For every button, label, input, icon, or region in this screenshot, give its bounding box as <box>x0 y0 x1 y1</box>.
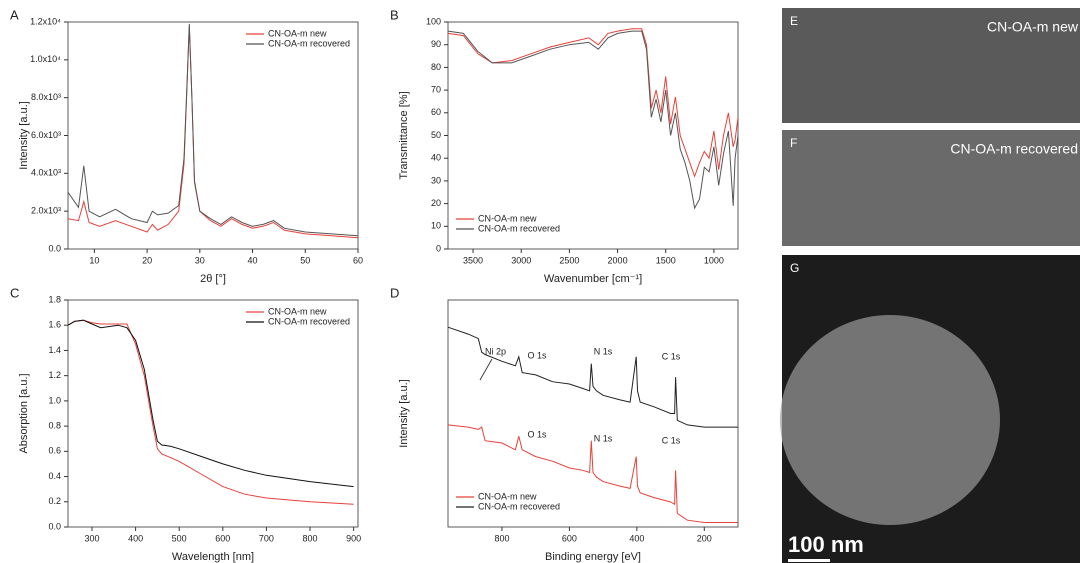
y-tick-label: 0.0 <box>48 521 61 531</box>
image-label: E <box>790 14 798 28</box>
data-line <box>448 29 738 177</box>
y-tick-label: 80 <box>431 62 441 72</box>
y-tick-label: 8.0x10³ <box>31 92 61 102</box>
x-tick-label: 300 <box>84 533 99 543</box>
y-tick-label: 90 <box>431 39 441 49</box>
x-tick-label: 10 <box>89 255 99 265</box>
x-tick-label: 200 <box>697 533 712 543</box>
particle-cloud <box>780 315 1000 525</box>
image-label: F <box>790 136 797 150</box>
annotation: N 1s <box>594 433 613 443</box>
legend-label: CN-OA-m recovered <box>268 38 350 48</box>
x-tick-label: 2000 <box>608 255 628 265</box>
y-axis-label: Absorption [a.u.] <box>18 373 30 453</box>
y-tick-label: 1.2x10⁴ <box>30 16 61 26</box>
y-tick-label: 50 <box>431 130 441 140</box>
x-tick-label: 900 <box>346 533 361 543</box>
y-tick-label: 6.0x10³ <box>31 130 61 140</box>
x-axis-label: Binding energy [eV] <box>545 551 641 563</box>
y-tick-label: 40 <box>431 153 441 163</box>
y-tick-label: 1.8 <box>48 294 61 304</box>
data-line <box>68 320 354 486</box>
image-label: G <box>790 261 799 275</box>
annotation: C 1s <box>662 351 681 361</box>
x-tick-label: 2500 <box>559 255 579 265</box>
legend-label: CN-OA-m recovered <box>478 223 560 233</box>
x-tick-label: 3500 <box>463 255 483 265</box>
x-tick-label: 3000 <box>511 255 531 265</box>
figure: A 2θ [°] Intensity [a.u.] 10 20 30 40 50 60 0.0 2.… <box>0 0 1080 563</box>
data-line <box>448 31 738 208</box>
x-tick-label: 60 <box>353 255 363 265</box>
x-axis-label: 2θ [°] <box>200 273 226 285</box>
x-tick-label: 800 <box>494 533 509 543</box>
annotation-arrow <box>480 359 492 380</box>
panel-label: C <box>10 285 19 300</box>
y-tick-label: 1.0x10⁴ <box>30 54 61 64</box>
data-line <box>68 24 358 236</box>
y-tick-label: 0.6 <box>48 446 61 456</box>
y-tick-label: 0.2 <box>48 496 61 506</box>
x-tick-label: 700 <box>259 533 274 543</box>
annotation: N 1s <box>594 346 613 356</box>
y-tick-label: 10 <box>431 221 441 231</box>
scale-caption: 100 nm <box>788 532 864 557</box>
y-tick-label: 70 <box>431 84 441 94</box>
annotation: Ni 2p <box>485 346 506 356</box>
y-tick-label: 20 <box>431 198 441 208</box>
y-tick-label: 30 <box>431 175 441 185</box>
y-tick-label: 4.0x10³ <box>31 168 61 178</box>
data-line <box>448 327 738 427</box>
x-tick-label: 600 <box>215 533 230 543</box>
x-tick-label: 500 <box>172 533 187 543</box>
y-axis-label: Intensity [a.u.] <box>18 101 30 169</box>
panel-label: B <box>390 7 399 22</box>
y-tick-label: 0.4 <box>48 471 61 481</box>
x-tick-label: 40 <box>248 255 258 265</box>
data-line <box>68 320 354 504</box>
x-tick-label: 400 <box>128 533 143 543</box>
x-axis-label: Wavelength [nm] <box>172 551 254 563</box>
x-tick-label: 50 <box>300 255 310 265</box>
y-tick-label: 0.0 <box>48 243 61 253</box>
page: {"chart_data": [ {"type": "line", "panel… <box>0 0 1080 563</box>
x-tick-label: 800 <box>303 533 318 543</box>
y-axis-label: Transmittance [%] <box>398 91 410 179</box>
image-caption: CN-OA-m recovered <box>950 141 1078 157</box>
legend-label: CN-OA-m new <box>478 213 537 223</box>
plot-frame <box>68 300 358 527</box>
y-tick-label: 1.6 <box>48 320 61 330</box>
y-tick-label: 0 <box>436 243 441 253</box>
panel-label: A <box>10 7 19 22</box>
y-tick-label: 1.2 <box>48 370 61 380</box>
x-tick-label: 20 <box>142 255 152 265</box>
legend-label: CN-OA-m recovered <box>268 316 350 326</box>
image-caption: CN-OA-m new <box>987 19 1079 35</box>
legend-label: CN-OA-m new <box>268 28 327 38</box>
y-tick-label: 1.4 <box>48 345 61 355</box>
plot-frame <box>68 22 358 249</box>
x-tick-label: 1000 <box>704 255 724 265</box>
y-tick-label: 0.8 <box>48 420 61 430</box>
x-tick-label: 30 <box>195 255 205 265</box>
legend-label: CN-OA-m recovered <box>478 501 560 511</box>
legend-label: CN-OA-m new <box>268 306 327 316</box>
y-axis-label: Intensity [a.u.] <box>398 379 410 447</box>
y-tick-label: 60 <box>431 107 441 117</box>
annotation: O 1s <box>527 429 547 439</box>
y-tick-label: 2.0x10³ <box>31 206 61 216</box>
annotation: O 1s <box>527 350 547 360</box>
panel-label: D <box>390 285 399 300</box>
y-tick-label: 100 <box>426 16 441 26</box>
annotation: C 1s <box>662 435 681 445</box>
x-tick-label: 600 <box>562 533 577 543</box>
x-tick-label: 400 <box>629 533 644 543</box>
x-tick-label: 1500 <box>656 255 676 265</box>
legend-label: CN-OA-m new <box>478 491 537 501</box>
x-axis-label: Wavenumber [cm⁻¹] <box>544 273 642 285</box>
y-tick-label: 1.0 <box>48 395 61 405</box>
data-line <box>68 26 358 238</box>
scale-bar <box>788 559 830 562</box>
